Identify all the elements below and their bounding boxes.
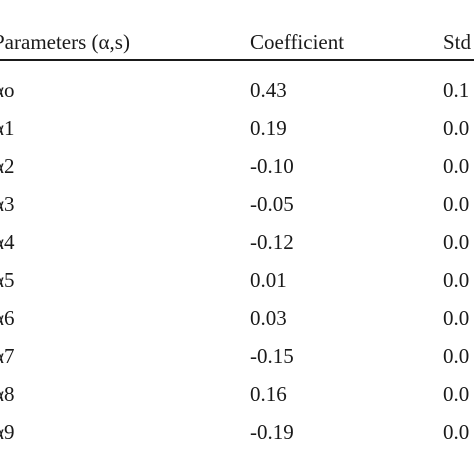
row-4-std: 0.0 [443, 230, 470, 254]
row-9-std: 0.0 [443, 420, 470, 444]
header-parameters: Parameters (α,s) [0, 30, 130, 54]
row-8-std: 0.0 [443, 382, 470, 406]
row-3-coefficient: -0.05 [250, 192, 294, 216]
row-1-std: 0.0 [443, 116, 470, 140]
row-1-coefficient: 0.19 [250, 116, 287, 140]
row-7-parameter: α7 [0, 344, 15, 368]
row-5-parameter: α5 [0, 268, 15, 292]
row-0-std: 0.1 [443, 78, 470, 102]
row-7-coefficient: -0.15 [250, 344, 294, 368]
row-9-parameter: α9 [0, 420, 15, 444]
row-8-parameter: α8 [0, 382, 15, 406]
row-1-parameter: α1 [0, 116, 15, 140]
row-6-parameter: α6 [0, 306, 15, 330]
row-6-coefficient: 0.03 [250, 306, 287, 330]
row-3-parameter: α3 [0, 192, 15, 216]
row-3-std: 0.0 [443, 192, 470, 216]
row-7-std: 0.0 [443, 344, 470, 368]
header-rule [0, 59, 474, 61]
row-2-parameter: α2 [0, 154, 15, 178]
row-2-std: 0.0 [443, 154, 470, 178]
row-2-coefficient: -0.10 [250, 154, 294, 178]
row-6-std: 0.0 [443, 306, 470, 330]
row-4-parameter: α4 [0, 230, 15, 254]
row-9-coefficient: -0.19 [250, 420, 294, 444]
row-5-coefficient: 0.01 [250, 268, 287, 292]
row-8-coefficient: 0.16 [250, 382, 287, 406]
row-5-std: 0.0 [443, 268, 470, 292]
row-0-coefficient: 0.43 [250, 78, 287, 102]
header-coefficient: Coefficient [250, 30, 345, 54]
row-0-parameter: αo [0, 78, 15, 102]
header-std: Std [443, 30, 472, 54]
row-4-coefficient: -0.12 [250, 230, 294, 254]
